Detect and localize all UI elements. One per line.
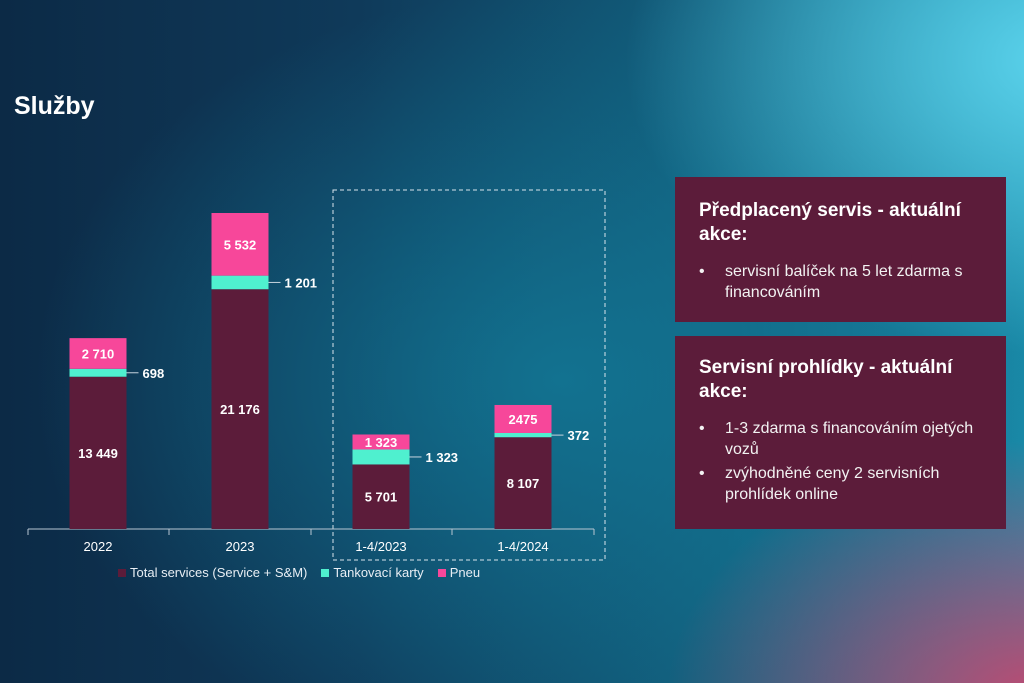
data-label-total: 21 176 bbox=[220, 402, 260, 417]
legend-item-tankovaci-karty: Tankovací karty bbox=[321, 565, 424, 580]
bar-segment-total bbox=[352, 464, 410, 529]
data-label-tankovaci: 698 bbox=[143, 366, 165, 381]
bar-segment-total bbox=[69, 376, 127, 529]
bar-segment-tankovaci bbox=[352, 449, 410, 465]
x-tick-label: 2023 bbox=[226, 539, 255, 554]
legend-swatch-pneu bbox=[437, 568, 446, 577]
data-label-tankovaci: 1 323 bbox=[426, 450, 459, 465]
data-label-pneu: 1 323 bbox=[365, 435, 398, 450]
legend-swatch-tankovaci bbox=[321, 568, 330, 577]
data-label-pneu: 2475 bbox=[509, 412, 538, 427]
legend-label-total: Total services (Service + S&M) bbox=[130, 565, 308, 580]
data-label-pneu: 5 532 bbox=[224, 237, 257, 252]
info-box-prepaid-service: Předplacený servis - aktuální akce: serv… bbox=[675, 177, 1006, 322]
info-box-title: Předplacený servis - aktuální akce: bbox=[699, 200, 961, 245]
data-label-tankovaci: 1 201 bbox=[285, 275, 318, 290]
bar-segment-tankovaci bbox=[494, 432, 552, 438]
legend-item-pneu: Pneu bbox=[437, 565, 481, 580]
legend-label-tankovaci: Tankovací karty bbox=[333, 565, 424, 580]
bar-segment-pneu bbox=[494, 404, 552, 433]
info-box-list: servisní balíček na 5 let zdarma s finan… bbox=[699, 261, 982, 303]
data-label-total: 13 449 bbox=[78, 446, 118, 461]
x-tick-label: 1-4/2023 bbox=[355, 539, 406, 554]
bar-segment-pneu bbox=[69, 338, 127, 369]
bar-segment-tankovaci bbox=[211, 275, 269, 290]
highlight-frame bbox=[332, 189, 606, 561]
data-label-tankovaci: 372 bbox=[568, 428, 590, 443]
legend-item-total-services: Total services (Service + S&M) bbox=[118, 565, 307, 580]
page-title: Služby bbox=[14, 92, 95, 120]
chart-legend: Total services (Service + S&M) Tankovací… bbox=[118, 565, 480, 580]
bar-segment-pneu bbox=[352, 434, 410, 450]
data-label-pneu: 2 710 bbox=[82, 346, 115, 361]
info-box-item: zvýhodněné ceny 2 servisních prohlídek o… bbox=[699, 463, 982, 505]
bar-segment-pneu bbox=[211, 213, 269, 276]
info-box-list: 1-3 zdarma s financováním ojetých vozů z… bbox=[699, 418, 982, 505]
x-tick-label: 1-4/2024 bbox=[497, 539, 548, 554]
info-box-item: 1-3 zdarma s financováním ojetých vozů bbox=[699, 418, 982, 460]
info-box-item: servisní balíček na 5 let zdarma s finan… bbox=[699, 261, 982, 303]
bar-segment-total bbox=[494, 437, 552, 529]
legend-label-pneu: Pneu bbox=[449, 565, 481, 580]
stacked-bar-chart: 13 449 698 2 710 2022 21 176 1 201 5 532 2023 5 … bbox=[27, 189, 606, 561]
bar-segment-tankovaci bbox=[69, 368, 127, 377]
info-box-service-inspections: Servisní prohlídky - aktuální akce: 1-3 … bbox=[675, 336, 1006, 529]
data-label-total: 5 701 bbox=[365, 490, 398, 505]
x-tick-label: 2022 bbox=[84, 539, 113, 554]
legend-swatch-total bbox=[118, 568, 126, 577]
data-label-total: 8 107 bbox=[507, 476, 540, 491]
bar-segment-total bbox=[211, 289, 269, 529]
info-box-title: Servisní prohlídky - aktuální akce: bbox=[699, 357, 953, 402]
